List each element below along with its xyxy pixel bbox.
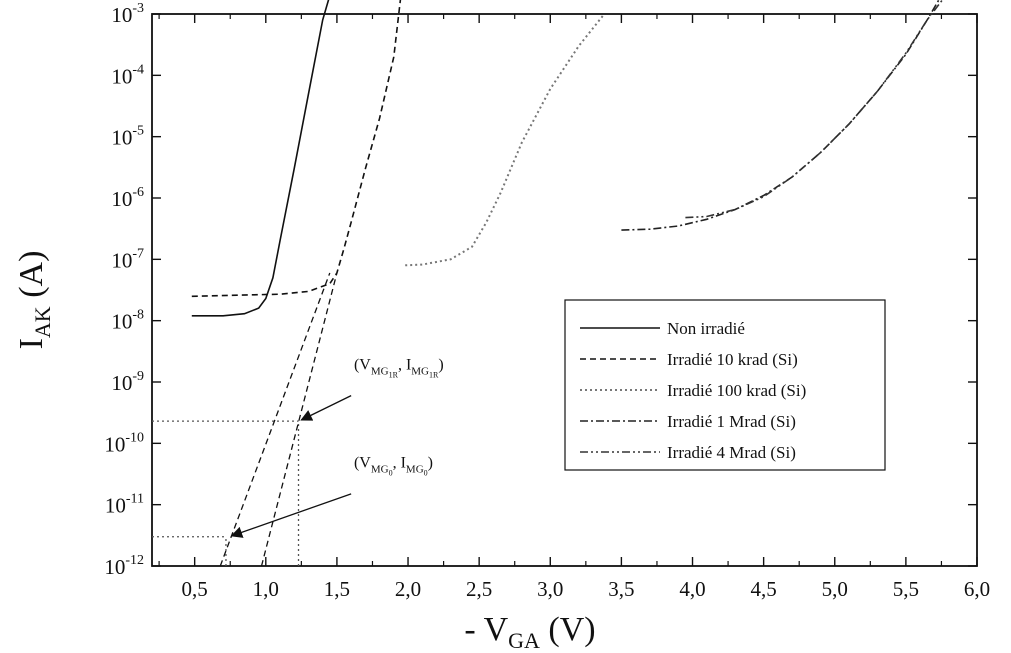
y-tick-label: 10-4 [111, 62, 144, 88]
y-tick-label: 10-10 [104, 430, 144, 456]
y-axis-title: IAK (A) [13, 251, 55, 350]
annotation-arrow [300, 395, 352, 421]
legend-label-1: Non irradié [667, 319, 745, 338]
y-tick-label: 10-8 [111, 308, 144, 334]
series-line-5 [685, 0, 944, 219]
x-axis-title-prefix: - V [464, 611, 508, 648]
x-tick-label: 4,5 [751, 577, 777, 601]
y-tick-labels: 10-12 10-11 10-10 10-9 10-8 10-7 10-6 10-5 10-4 1… [104, 1, 144, 579]
reference-lines [152, 420, 300, 566]
legend: Non irradié Irradié 10 krad (Si) Irradié 1… [564, 299, 886, 471]
y-tick-label: 10-11 [105, 492, 144, 518]
legend-label-5: Irradié 4 Mrad (Si) [667, 443, 796, 462]
y-tick-label: 10-7 [111, 246, 144, 272]
y-axis-title-main: I [13, 338, 50, 349]
x-tick-label: 3,5 [608, 577, 634, 601]
x-tick-labels: 0,5 1,0 1,5 2,0 2,5 3,0 3,5 4,0 4,5 5,0 5,5 6,0 [182, 577, 991, 601]
series-line-3 [405, 13, 606, 267]
y-tick-label: 10-12 [104, 553, 144, 579]
x-tick-label: 1,0 [253, 577, 279, 601]
annotation-arrow [230, 493, 352, 538]
annotation-label: (VMG1R, IMG1R) [354, 356, 444, 379]
y-tick-label: 10-3 [111, 1, 144, 27]
legend-label-2: Irradié 10 krad (Si) [667, 350, 798, 369]
annotation-label: (VMG0, IMG0) [354, 455, 433, 478]
extrapolation-line [260, 272, 338, 567]
y-axis-title-sub: AK [30, 306, 55, 338]
series-line-4 [621, 0, 940, 231]
x-tick-label: 6,0 [964, 577, 990, 601]
y-tick-label: 10-9 [111, 369, 144, 395]
y-axis-title-unit: (A) [13, 251, 50, 307]
x-axis-title-sub: GA [508, 628, 540, 653]
tick-marks [152, 13, 978, 567]
x-tick-label: 3,0 [537, 577, 563, 601]
y-tick-label: 10-5 [111, 124, 144, 150]
plot-frame [151, 13, 978, 567]
x-tick-label: 0,5 [182, 577, 208, 601]
extrapolation-line [219, 272, 331, 567]
series-line-1 [191, 0, 330, 317]
x-tick-label: 2,0 [395, 577, 421, 601]
series-line-2 [191, 0, 402, 298]
legend-label-3: Irradié 100 krad (Si) [667, 381, 806, 400]
x-axis-title-unit: (V) [540, 611, 596, 648]
x-tick-label: 5,0 [822, 577, 848, 601]
x-tick-label: 5,5 [893, 577, 919, 601]
x-axis-title: - VGA (V) [464, 611, 595, 653]
x-tick-label: 4,0 [679, 577, 705, 601]
x-tick-label: 1,5 [324, 577, 350, 601]
y-tick-label: 10-6 [111, 185, 144, 211]
extrapolation-lines [219, 272, 338, 567]
annotations: (VMG1R, IMG1R) (VMG0, IMG0) [230, 356, 444, 538]
x-tick-label: 2,5 [466, 577, 492, 601]
series-lines [191, 0, 944, 317]
legend-label-4: Irradié 1 Mrad (Si) [667, 412, 796, 431]
